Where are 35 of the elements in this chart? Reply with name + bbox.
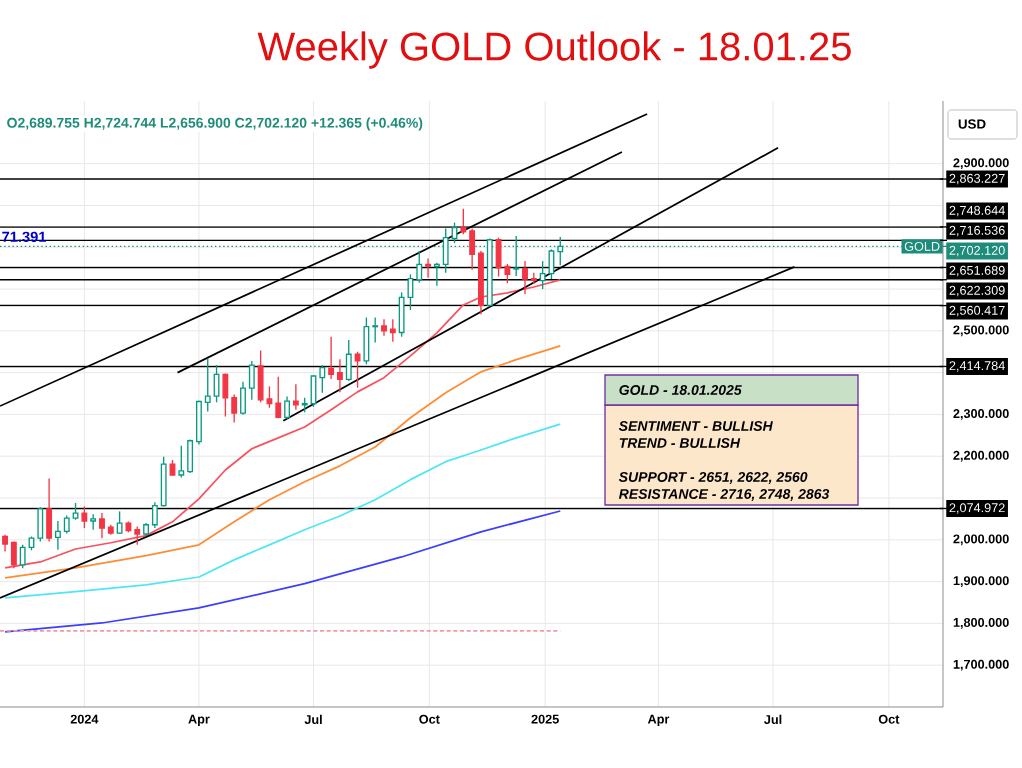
- ref-line-label: 2,702.120: [949, 245, 1005, 257]
- chart-title: Weekly GOLD Outlook - 18.01.25: [257, 31, 851, 69]
- text: USD: [958, 119, 986, 129]
- annotation: SENTIMENT - BULLISH: [618, 421, 773, 431]
- y-tick-label: 1,900.000: [953, 576, 1009, 588]
- annotation: 71.391: [2, 231, 47, 243]
- x-tick-label: Apr: [647, 714, 670, 727]
- y-tick-label: 1,700.000: [953, 659, 1009, 671]
- annotation: RESISTANCE - 2716, 2748, 2863: [618, 489, 830, 501]
- ref-line-label: 2,414.784: [949, 361, 1005, 372]
- annotation: TREND - BULLISH: [619, 438, 741, 448]
- annotation: GOLD - 18.01.2025: [619, 385, 742, 395]
- x-tick-label: 2024: [70, 714, 99, 724]
- ref-line-label: 2,622.309: [949, 285, 1005, 297]
- annotation: O2,689.755 H2,724.744 L2,656.900 C2,702.120 +12.365 (+0.46%): [7, 117, 423, 131]
- y-tick-label: 1,800.000: [953, 618, 1009, 629]
- x-tick-label: 2025: [531, 714, 559, 724]
- y-tick-label: 2,000.000: [953, 534, 1009, 546]
- ref-line-label: 2,074.972: [949, 503, 1005, 514]
- annotation: GOLD: [904, 241, 940, 251]
- y-tick-label: 2,300.000: [953, 409, 1009, 420]
- ref-line-label: 2,716.536: [949, 225, 1005, 237]
- y-tick-label: 2,200.000: [953, 450, 1009, 462]
- y-tick-label: 2,500.000: [953, 325, 1009, 337]
- x-tick-label: Jul: [304, 714, 322, 724]
- x-tick-label: Oct: [419, 714, 440, 724]
- x-tick-label: Apr: [188, 714, 210, 727]
- y-tick-label: 2,900.000: [953, 158, 1009, 170]
- ref-line-label: 2,651.689: [949, 265, 1005, 277]
- x-tick-label: Jul: [764, 714, 782, 724]
- ref-line-label: 2,863.227: [949, 173, 1005, 185]
- x-tick-label: Oct: [878, 714, 900, 724]
- ref-line-label: 2,560.417: [949, 305, 1005, 317]
- annotation: SUPPORT - 2651, 2622, 2560: [618, 472, 808, 484]
- ref-line-label: 2,748.644: [949, 205, 1005, 217]
